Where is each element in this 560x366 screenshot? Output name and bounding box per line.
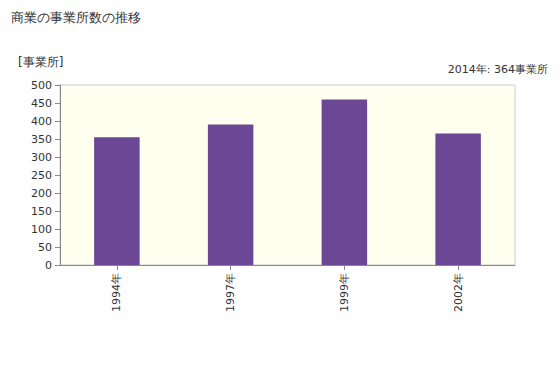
svg-text:50: 50	[38, 241, 52, 254]
svg-text:350: 350	[31, 133, 52, 146]
svg-text:150: 150	[31, 205, 52, 218]
svg-text:1997年: 1997年	[224, 273, 237, 312]
svg-text:450: 450	[31, 97, 52, 110]
svg-text:1999年: 1999年	[338, 273, 351, 312]
svg-text:2002年: 2002年	[452, 273, 465, 312]
svg-text:500: 500	[31, 79, 52, 92]
svg-text:1994年: 1994年	[110, 273, 123, 312]
svg-text:400: 400	[31, 115, 52, 128]
svg-text:100: 100	[31, 223, 52, 236]
svg-text:0: 0	[45, 259, 52, 272]
svg-text:[事業所]: [事業所]	[18, 55, 63, 69]
svg-text:200: 200	[31, 187, 52, 200]
svg-text:2014年: 364事業所: 2014年: 364事業所	[448, 63, 548, 76]
svg-text:300: 300	[31, 151, 52, 164]
svg-text:250: 250	[31, 169, 52, 182]
svg-text:商業の事業所数の推移: 商業の事業所数の推移	[11, 10, 141, 25]
